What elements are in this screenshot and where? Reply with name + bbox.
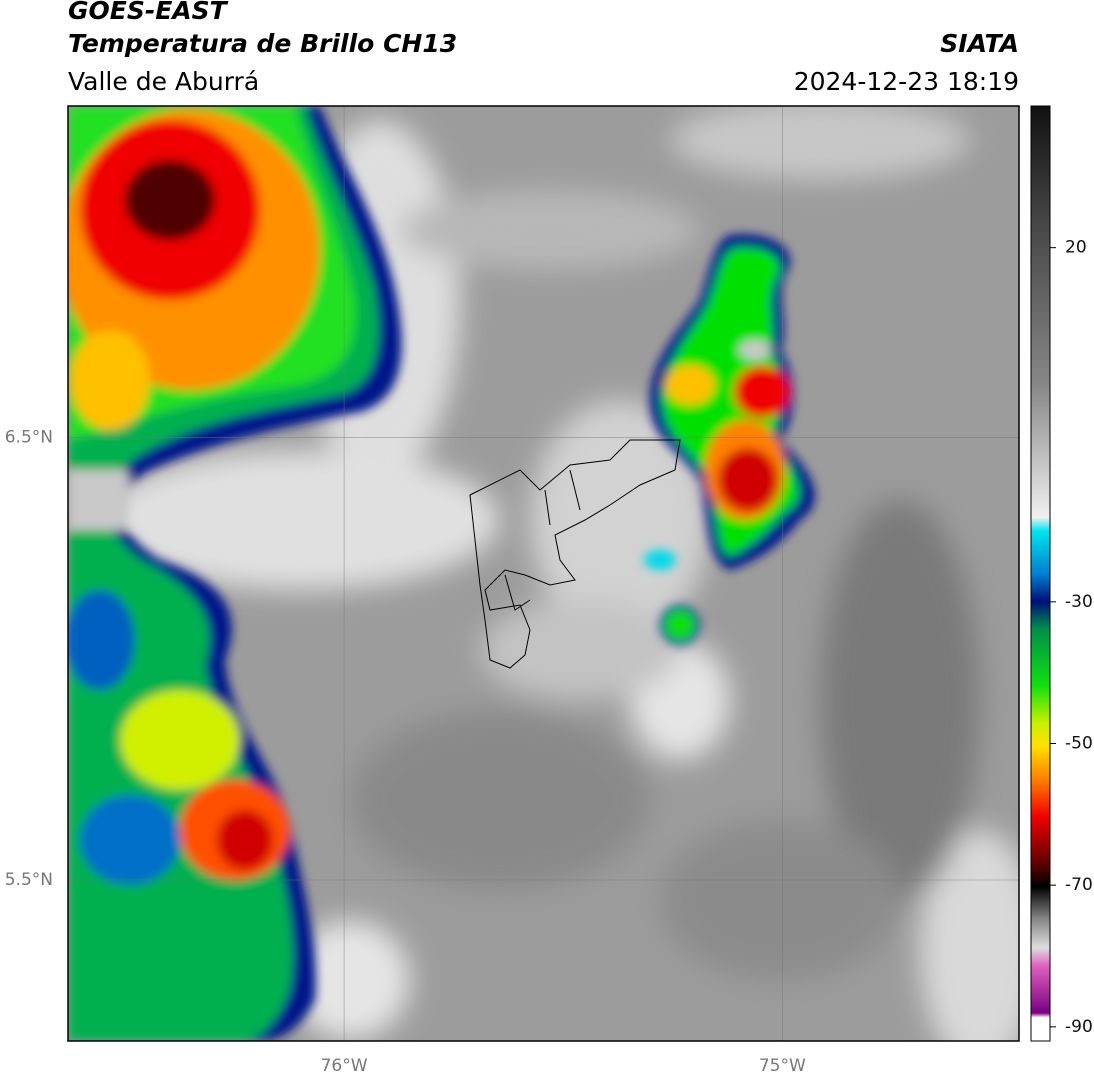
- x-tick-label: 76°W: [321, 1056, 368, 1076]
- source: SIATA: [940, 29, 1019, 58]
- datetime: 2024-12-23 18:19: [794, 67, 1019, 96]
- map-frame: [67, 105, 1020, 1042]
- colorbar: [1030, 105, 1051, 1042]
- grid: [68, 106, 1019, 1041]
- colorbar-tick-label: -50: [1065, 734, 1093, 754]
- colorbar-tick-label: -30: [1065, 592, 1093, 612]
- x-tick-label: 75°W: [759, 1056, 806, 1076]
- colorbar-tick-label: -70: [1065, 875, 1093, 895]
- y-tick-label: 5.5°N: [5, 870, 53, 890]
- satellite-image: [68, 106, 1019, 1041]
- y-tick-label: 6.5°N: [5, 428, 53, 448]
- colorbar-tick-label: 20: [1065, 238, 1087, 258]
- title: GOES-EAST: [68, 0, 229, 25]
- colorbar-tick-label: -90: [1065, 1017, 1093, 1037]
- municipal-boundaries: [469, 439, 681, 669]
- region: Valle de Aburrá: [68, 67, 259, 96]
- subtitle: Temperatura de Brillo CH13: [68, 29, 457, 58]
